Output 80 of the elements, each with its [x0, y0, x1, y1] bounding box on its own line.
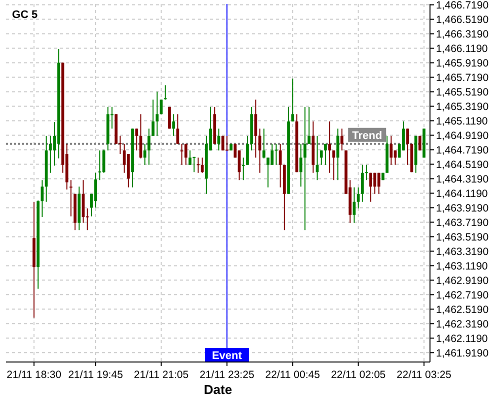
candlestick [360, 164, 364, 202]
y-tick-label: 1,465.3190 [436, 100, 489, 113]
candlestick [308, 106, 310, 144]
candlestick [221, 135, 224, 151]
candlestick [320, 150, 323, 166]
y-tick-label: 1,466.1190 [436, 42, 488, 55]
candlestick [270, 143, 274, 166]
y-tick-label: 1,466.5190 [436, 14, 489, 26]
y-tick-label: 1,464.3190 [436, 173, 489, 186]
x-tick-label: 21/11 23:25 [200, 369, 254, 381]
candlestick [176, 114, 180, 144]
y-tick-label: 1,463.3190 [436, 246, 489, 258]
y-tick-label: 1,463.1190 [436, 260, 488, 272]
y-tick-label: 1,466.7190 [436, 0, 489, 12]
candlestick [192, 156, 196, 173]
candlestick [254, 99, 258, 158]
candlestick [340, 128, 344, 151]
x-tick-label: 21/11 21:05 [134, 369, 189, 381]
y-tick-label: 1,465.5190 [436, 86, 489, 98]
text: GC 5 [12, 9, 38, 21]
candlestick [135, 128, 138, 151]
y-tick-label: 1,462.9190 [436, 274, 489, 287]
y-tick-label: 1,465.1190 [436, 115, 488, 128]
candlestick [196, 157, 200, 174]
candlestick [226, 135, 228, 151]
candlestick [262, 128, 266, 159]
candlestick [304, 106, 306, 231]
candlestick [200, 157, 204, 174]
y-tick-label: 1,465.7190 [436, 72, 489, 84]
candlestick [172, 114, 176, 136]
candlestick [188, 150, 192, 166]
candlestick [156, 91, 159, 136]
candlestick [180, 143, 184, 166]
candlestick [278, 143, 282, 188]
x-axis-title: Date [204, 382, 232, 397]
candlestick [148, 128, 150, 166]
candlestick [152, 99, 154, 136]
ref-line-label: Event [212, 350, 242, 362]
y-tick-label: 1,464.7190 [436, 144, 489, 156]
x-tick-label: 22/11 03:25 [396, 369, 452, 381]
y-tick-label: 1,463.9190 [436, 202, 489, 214]
candlestick [377, 172, 380, 194]
y-tick-label: 1,464.5190 [436, 158, 489, 171]
candlestick [143, 143, 146, 166]
candlestick [242, 157, 245, 181]
y-tick-label: 1,463.5190 [436, 231, 489, 244]
y-tick-label: 1,462.7190 [436, 289, 489, 302]
candlestick [70, 180, 72, 217]
candlestick [94, 172, 98, 208]
y-tick-label: 1,464.9190 [436, 130, 489, 142]
x-tick-label: 22/11 02:05 [330, 369, 386, 381]
candlestick [291, 78, 294, 122]
candlestick [246, 135, 249, 166]
candlestick [406, 128, 410, 166]
candlestick [274, 143, 278, 166]
candlestick [365, 164, 368, 181]
candlestick [48, 135, 52, 174]
candlestick [324, 143, 327, 166]
y-tick-label: 1,463.7190 [436, 216, 489, 229]
candlestick [98, 150, 102, 181]
y-tick-label: 1,465.9190 [436, 57, 489, 70]
candlestick [356, 186, 360, 209]
y-tick-label: 1,464.1190 [436, 188, 488, 200]
candlestick [164, 84, 167, 100]
x-tick-label: 21/11 19:45 [68, 369, 124, 381]
candlestick [390, 135, 393, 166]
ref-line-label: Trend [352, 130, 382, 142]
y-tick-label: 1,462.3190 [436, 318, 489, 330]
y-tick-label: 1,466.3190 [436, 28, 489, 40]
candlestick [332, 150, 336, 181]
y-tick-label: 1,462.5190 [436, 304, 489, 316]
candlestick [184, 143, 188, 166]
y-tick-label: 1,462.1190 [436, 332, 488, 345]
y-tick-label: 1,461.9190 [436, 347, 489, 360]
x-tick-label: 21/11 18:30 [6, 369, 62, 381]
candlestick [418, 135, 422, 151]
candlestick [299, 143, 302, 188]
candlestick [328, 120, 332, 174]
x-tick-label: 22/11 00:45 [265, 369, 320, 381]
candlestick [369, 172, 372, 202]
